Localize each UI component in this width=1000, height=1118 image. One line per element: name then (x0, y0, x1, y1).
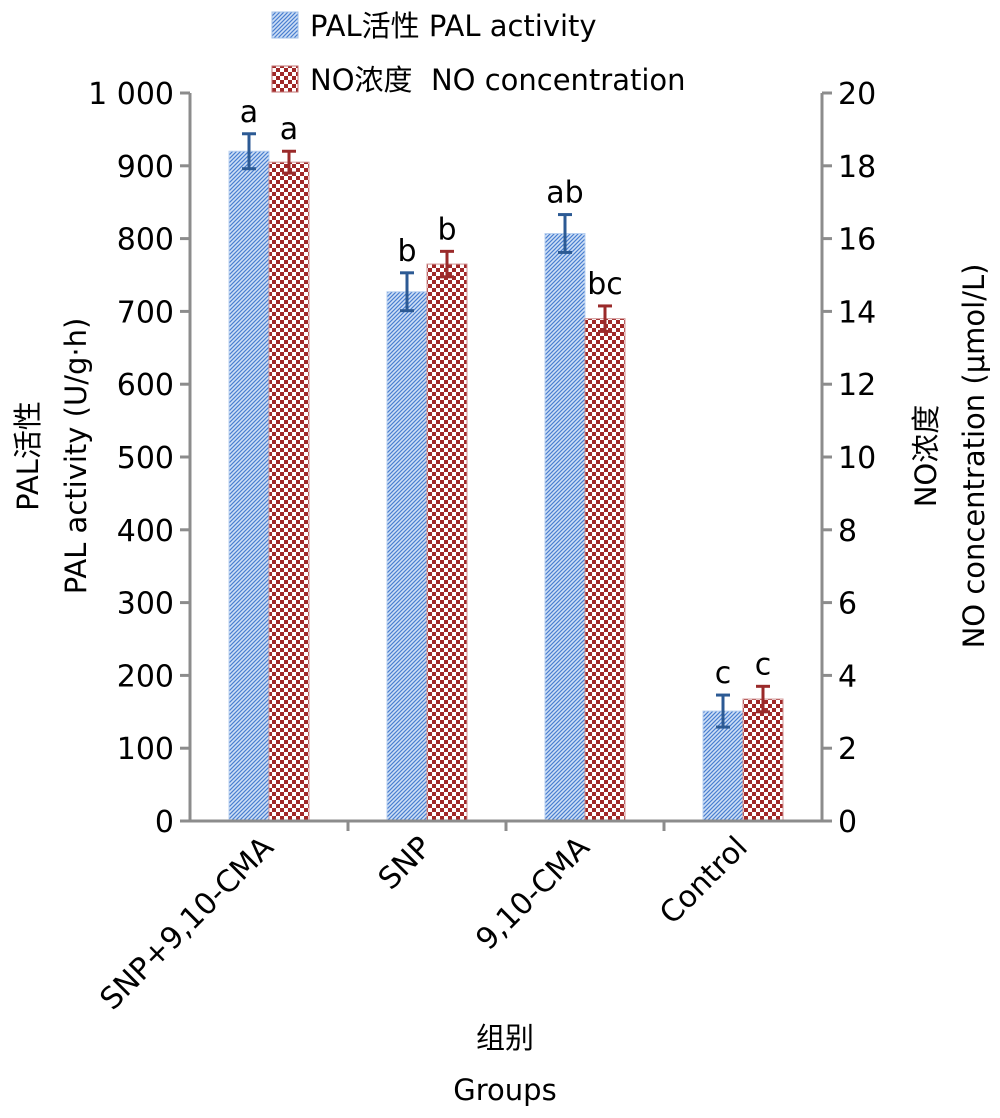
x-category-label: SNP+9,10-CMA (93, 830, 281, 1018)
left-tick-label: 0 (155, 805, 174, 840)
right-tick-label: 12 (838, 368, 876, 403)
left-tick-label: 100 (117, 732, 174, 767)
left-tick-label: 700 (117, 295, 174, 330)
x-axis-title-cn: 组别 (476, 1021, 534, 1055)
x-category-label: Control (653, 830, 754, 931)
left-axis-title-en: PAL activity (U/g·h) (59, 318, 93, 595)
left-tick-label: 600 (117, 368, 174, 403)
legend-swatch-no (271, 65, 299, 93)
right-tick-label: 6 (838, 587, 857, 622)
right-tick-label: 4 (838, 659, 857, 694)
pal-bar (228, 150, 270, 822)
no-bar (268, 161, 310, 822)
left-tick-label: 300 (117, 587, 174, 622)
significance-letter: c (715, 656, 732, 691)
right-tick-label: 18 (838, 150, 876, 185)
no-bar (584, 318, 626, 822)
x-category-label: 9,10-CMA (469, 830, 597, 958)
no-bar (426, 263, 468, 822)
x-category-label: SNP (372, 830, 439, 897)
significance-letter: ab (546, 176, 583, 211)
right-axis-title-en: NO concentration (μmol/L) (957, 264, 991, 649)
right-axis-title-cn: NO浓度 (909, 405, 943, 508)
significance-letter: bc (587, 267, 623, 302)
legend-label-no: NO浓度 NO concentration (310, 63, 686, 97)
left-axis-title-cn: PAL活性 (11, 401, 45, 511)
x-axis-title-en: Groups (453, 1073, 556, 1107)
left-tick-label: 400 (117, 514, 174, 549)
legend: PAL活性 PAL activity NO浓度 NO concentration (271, 9, 686, 97)
right-tick-label: 14 (838, 295, 876, 330)
right-tick-label: 8 (838, 514, 857, 549)
left-tick-label: 1 000 (88, 77, 174, 112)
right-tick-label: 0 (838, 805, 857, 840)
pal-bar (544, 233, 586, 822)
pal-bar (386, 291, 428, 822)
left-tick-label: 800 (117, 223, 174, 258)
significance-letter: b (397, 234, 416, 269)
left-tick-label: 500 (117, 441, 174, 476)
legend-swatch-pal (271, 11, 299, 39)
significance-letter: a (280, 112, 298, 147)
right-tick-label: 10 (838, 441, 876, 476)
significance-letter: b (437, 212, 456, 247)
no-bar (742, 698, 784, 822)
significance-letter: c (755, 647, 772, 682)
left-tick-label: 900 (117, 150, 174, 185)
left-tick-label: 200 (117, 659, 174, 694)
right-tick-label: 20 (838, 77, 876, 112)
right-tick-label: 2 (838, 732, 857, 767)
right-tick-label: 16 (838, 223, 876, 258)
legend-label-pal: PAL活性 PAL activity (310, 9, 597, 43)
significance-letter: a (240, 95, 258, 130)
